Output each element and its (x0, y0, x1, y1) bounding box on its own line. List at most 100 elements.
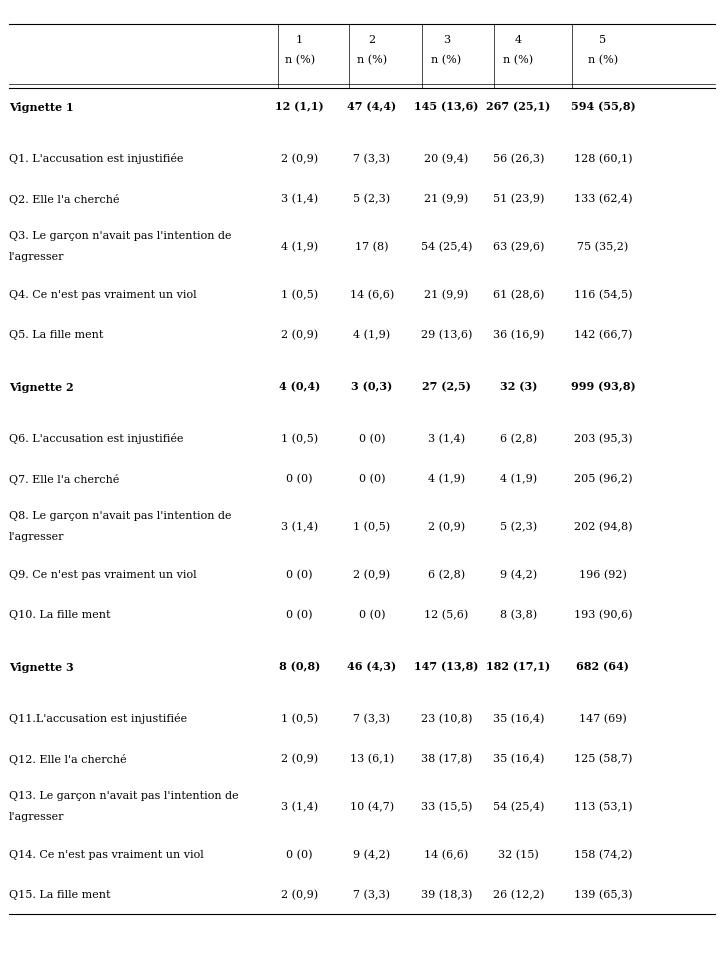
Text: 21 (9,9): 21 (9,9) (424, 290, 469, 300)
Text: Q14. Ce n'est pas vraiment un viol: Q14. Ce n'est pas vraiment un viol (9, 850, 204, 860)
Text: 8 (0,8): 8 (0,8) (279, 662, 321, 672)
Text: Q5. La fille ment: Q5. La fille ment (9, 330, 103, 340)
Text: 2: 2 (368, 35, 375, 45)
Text: 75 (35,2): 75 (35,2) (578, 242, 628, 252)
Text: n (%): n (%) (357, 55, 387, 65)
Text: 3 (1,4): 3 (1,4) (281, 194, 318, 204)
Text: 145 (13,6): 145 (13,6) (414, 102, 479, 112)
Text: 3 (0,3): 3 (0,3) (351, 382, 393, 392)
Text: 7 (3,3): 7 (3,3) (353, 713, 391, 724)
Text: 4 (0,4): 4 (0,4) (279, 382, 321, 392)
Text: 0 (0): 0 (0) (359, 433, 385, 444)
Text: 38 (17,8): 38 (17,8) (421, 754, 471, 764)
Text: 46 (4,3): 46 (4,3) (347, 662, 396, 672)
Text: Q3. Le garçon n'avait pas l'intention de: Q3. Le garçon n'avait pas l'intention de (9, 231, 231, 242)
Text: 203 (95,3): 203 (95,3) (573, 433, 632, 444)
Text: 267 (25,1): 267 (25,1) (487, 102, 550, 112)
Text: Vignette 2: Vignette 2 (9, 382, 74, 392)
Text: 113 (53,1): 113 (53,1) (573, 802, 632, 812)
Text: Q15. La fille ment: Q15. La fille ment (9, 890, 110, 901)
Text: 4 (1,9): 4 (1,9) (427, 474, 465, 484)
Text: 2 (0,9): 2 (0,9) (427, 522, 465, 532)
Text: l'agresser: l'agresser (9, 812, 64, 822)
Text: Q9. Ce n'est pas vraiment un viol: Q9. Ce n'est pas vraiment un viol (9, 570, 196, 580)
Text: 1 (0,5): 1 (0,5) (281, 713, 318, 724)
Text: l'agresser: l'agresser (9, 252, 64, 262)
Text: 3: 3 (443, 35, 450, 45)
Text: 29 (13,6): 29 (13,6) (420, 330, 472, 340)
Text: 20 (9,4): 20 (9,4) (424, 153, 469, 164)
Text: 193 (90,6): 193 (90,6) (573, 610, 632, 620)
Text: 1 (0,5): 1 (0,5) (353, 522, 391, 532)
Text: 682 (64): 682 (64) (576, 662, 630, 672)
Text: 4 (1,9): 4 (1,9) (353, 330, 391, 340)
Text: 7 (3,3): 7 (3,3) (353, 890, 391, 901)
Text: n (%): n (%) (588, 55, 618, 65)
Text: 125 (58,7): 125 (58,7) (574, 754, 632, 764)
Text: 0 (0): 0 (0) (287, 850, 313, 860)
Text: 2 (0,9): 2 (0,9) (281, 754, 318, 764)
Text: 32 (15): 32 (15) (498, 850, 539, 860)
Text: Q13. Le garçon n'avait pas l'intention de: Q13. Le garçon n'avait pas l'intention d… (9, 791, 238, 802)
Text: 33 (15,5): 33 (15,5) (420, 802, 472, 812)
Text: 47 (4,4): 47 (4,4) (347, 102, 396, 112)
Text: Q8. Le garçon n'avait pas l'intention de: Q8. Le garçon n'avait pas l'intention de (9, 511, 231, 522)
Text: 1 (0,5): 1 (0,5) (281, 433, 318, 444)
Text: 4: 4 (515, 35, 522, 45)
Text: 61 (28,6): 61 (28,6) (492, 290, 544, 300)
Text: 10 (4,7): 10 (4,7) (349, 802, 394, 812)
Text: Q10. La fille ment: Q10. La fille ment (9, 610, 110, 620)
Text: 9 (4,2): 9 (4,2) (500, 570, 537, 580)
Text: 23 (10,8): 23 (10,8) (420, 713, 472, 724)
Text: 9 (4,2): 9 (4,2) (353, 850, 391, 860)
Text: 2 (0,9): 2 (0,9) (281, 330, 318, 340)
Text: Vignette 3: Vignette 3 (9, 662, 74, 672)
Text: 51 (23,9): 51 (23,9) (492, 194, 544, 204)
Text: 12 (1,1): 12 (1,1) (275, 102, 324, 112)
Text: 14 (6,6): 14 (6,6) (349, 290, 394, 300)
Text: 39 (18,3): 39 (18,3) (420, 890, 472, 901)
Text: 142 (66,7): 142 (66,7) (574, 330, 632, 340)
Text: 54 (25,4): 54 (25,4) (492, 802, 544, 812)
Text: Q4. Ce n'est pas vraiment un viol: Q4. Ce n'est pas vraiment un viol (9, 290, 196, 300)
Text: 2 (0,9): 2 (0,9) (353, 570, 391, 580)
Text: 147 (13,8): 147 (13,8) (414, 662, 479, 672)
Text: Q2. Elle l'a cherché: Q2. Elle l'a cherché (9, 194, 119, 204)
Text: 0 (0): 0 (0) (359, 610, 385, 620)
Text: 3 (1,4): 3 (1,4) (281, 802, 318, 812)
Text: 2 (0,9): 2 (0,9) (281, 153, 318, 164)
Text: 5: 5 (599, 35, 606, 45)
Text: 35 (16,4): 35 (16,4) (492, 754, 544, 764)
Text: 1: 1 (296, 35, 303, 45)
Text: 202 (94,8): 202 (94,8) (573, 522, 632, 532)
Text: Q1. L'accusation est injustifiée: Q1. L'accusation est injustifiée (9, 153, 183, 164)
Text: 32 (3): 32 (3) (500, 382, 537, 392)
Text: 196 (92): 196 (92) (579, 570, 627, 580)
Text: 0 (0): 0 (0) (287, 474, 313, 484)
Text: 5 (2,3): 5 (2,3) (500, 522, 537, 532)
Text: Q12. Elle l'a cherché: Q12. Elle l'a cherché (9, 754, 126, 764)
Text: 3 (1,4): 3 (1,4) (427, 433, 465, 444)
Text: 35 (16,4): 35 (16,4) (492, 713, 544, 724)
Text: 17 (8): 17 (8) (355, 242, 388, 252)
Text: 205 (96,2): 205 (96,2) (573, 474, 632, 484)
Text: 7 (3,3): 7 (3,3) (353, 153, 391, 164)
Text: 139 (65,3): 139 (65,3) (573, 890, 632, 901)
Text: 128 (60,1): 128 (60,1) (573, 153, 632, 164)
Text: 13 (6,1): 13 (6,1) (349, 754, 394, 764)
Text: 12 (5,6): 12 (5,6) (424, 610, 469, 620)
Text: 0 (0): 0 (0) (287, 610, 313, 620)
Text: 54 (25,4): 54 (25,4) (420, 242, 472, 252)
Text: 14 (6,6): 14 (6,6) (424, 850, 469, 860)
Text: 158 (74,2): 158 (74,2) (574, 850, 632, 860)
Text: Q7. Elle l'a cherché: Q7. Elle l'a cherché (9, 474, 119, 484)
Text: 6 (2,8): 6 (2,8) (500, 433, 537, 444)
Text: 147 (69): 147 (69) (579, 713, 627, 724)
Text: l'agresser: l'agresser (9, 532, 64, 542)
Text: 63 (29,6): 63 (29,6) (492, 242, 544, 252)
Text: 4 (1,9): 4 (1,9) (500, 474, 537, 484)
Text: Vignette 1: Vignette 1 (9, 102, 74, 112)
Text: 3 (1,4): 3 (1,4) (281, 522, 318, 532)
Text: 8 (3,8): 8 (3,8) (500, 610, 537, 620)
Text: 116 (54,5): 116 (54,5) (573, 290, 632, 300)
